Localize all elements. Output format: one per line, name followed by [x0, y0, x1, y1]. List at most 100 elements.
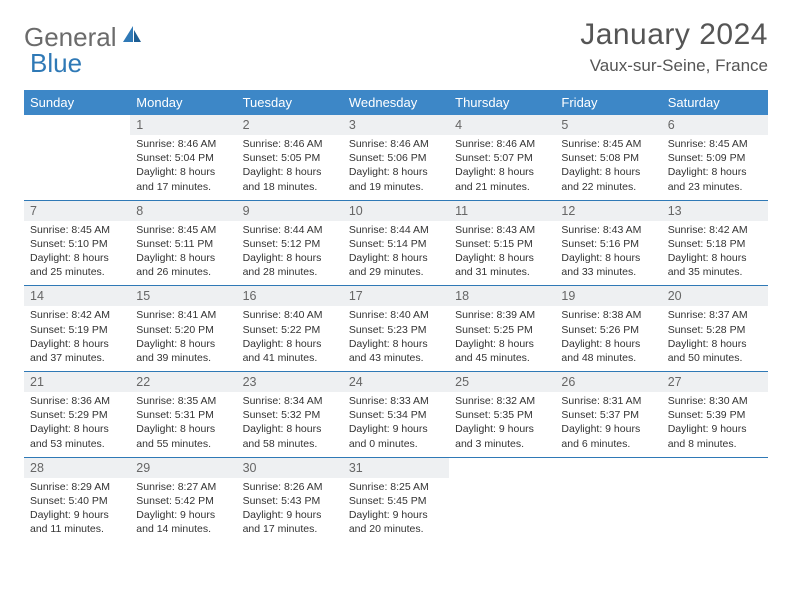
day-number: 9 [237, 201, 343, 221]
calendar-cell: 9Sunrise: 8:44 AMSunset: 5:12 PMDaylight… [237, 200, 343, 286]
weekday-header-row: SundayMondayTuesdayWednesdayThursdayFrid… [24, 90, 768, 115]
day-number: 12 [555, 201, 661, 221]
calendar-cell: 29Sunrise: 8:27 AMSunset: 5:42 PMDayligh… [130, 457, 236, 542]
day-number: 1 [130, 115, 236, 135]
day-content: Sunrise: 8:38 AMSunset: 5:26 PMDaylight:… [555, 306, 661, 371]
day-number: 24 [343, 372, 449, 392]
day-content: Sunrise: 8:40 AMSunset: 5:22 PMDaylight:… [237, 306, 343, 371]
calendar-cell: 27Sunrise: 8:30 AMSunset: 5:39 PMDayligh… [662, 372, 768, 458]
month-title: January 2024 [580, 18, 768, 52]
title-block: January 2024 Vaux-sur-Seine, France [580, 18, 768, 76]
day-content: Sunrise: 8:25 AMSunset: 5:45 PMDaylight:… [343, 478, 449, 543]
day-number: 28 [24, 458, 130, 478]
day-content: Sunrise: 8:46 AMSunset: 5:04 PMDaylight:… [130, 135, 236, 200]
calendar-cell: 21Sunrise: 8:36 AMSunset: 5:29 PMDayligh… [24, 372, 130, 458]
weekday-header: Friday [555, 90, 661, 115]
calendar-cell [555, 457, 661, 542]
calendar-body: 1Sunrise: 8:46 AMSunset: 5:04 PMDaylight… [24, 115, 768, 542]
day-content: Sunrise: 8:42 AMSunset: 5:18 PMDaylight:… [662, 221, 768, 286]
calendar-row: 14Sunrise: 8:42 AMSunset: 5:19 PMDayligh… [24, 286, 768, 372]
calendar-cell: 13Sunrise: 8:42 AMSunset: 5:18 PMDayligh… [662, 200, 768, 286]
day-content: Sunrise: 8:46 AMSunset: 5:07 PMDaylight:… [449, 135, 555, 200]
calendar-cell: 15Sunrise: 8:41 AMSunset: 5:20 PMDayligh… [130, 286, 236, 372]
day-number: 2 [237, 115, 343, 135]
day-number: 11 [449, 201, 555, 221]
calendar-cell: 17Sunrise: 8:40 AMSunset: 5:23 PMDayligh… [343, 286, 449, 372]
day-content: Sunrise: 8:42 AMSunset: 5:19 PMDaylight:… [24, 306, 130, 371]
calendar-cell: 11Sunrise: 8:43 AMSunset: 5:15 PMDayligh… [449, 200, 555, 286]
day-content: Sunrise: 8:34 AMSunset: 5:32 PMDaylight:… [237, 392, 343, 457]
day-content: Sunrise: 8:41 AMSunset: 5:20 PMDaylight:… [130, 306, 236, 371]
calendar-table: SundayMondayTuesdayWednesdayThursdayFrid… [24, 90, 768, 542]
day-number: 14 [24, 286, 130, 306]
day-number: 6 [662, 115, 768, 135]
day-content: Sunrise: 8:43 AMSunset: 5:16 PMDaylight:… [555, 221, 661, 286]
calendar-cell: 18Sunrise: 8:39 AMSunset: 5:25 PMDayligh… [449, 286, 555, 372]
day-content: Sunrise: 8:45 AMSunset: 5:09 PMDaylight:… [662, 135, 768, 200]
weekday-header: Monday [130, 90, 236, 115]
calendar-cell: 23Sunrise: 8:34 AMSunset: 5:32 PMDayligh… [237, 372, 343, 458]
calendar-cell: 19Sunrise: 8:38 AMSunset: 5:26 PMDayligh… [555, 286, 661, 372]
day-number: 16 [237, 286, 343, 306]
day-number: 30 [237, 458, 343, 478]
location: Vaux-sur-Seine, France [580, 56, 768, 76]
day-content: Sunrise: 8:30 AMSunset: 5:39 PMDaylight:… [662, 392, 768, 457]
calendar-row: 28Sunrise: 8:29 AMSunset: 5:40 PMDayligh… [24, 457, 768, 542]
day-number: 19 [555, 286, 661, 306]
day-content: Sunrise: 8:36 AMSunset: 5:29 PMDaylight:… [24, 392, 130, 457]
day-number: 8 [130, 201, 236, 221]
calendar-cell: 26Sunrise: 8:31 AMSunset: 5:37 PMDayligh… [555, 372, 661, 458]
weekday-header: Tuesday [237, 90, 343, 115]
calendar-cell: 2Sunrise: 8:46 AMSunset: 5:05 PMDaylight… [237, 115, 343, 200]
day-content: Sunrise: 8:45 AMSunset: 5:11 PMDaylight:… [130, 221, 236, 286]
calendar-cell: 1Sunrise: 8:46 AMSunset: 5:04 PMDaylight… [130, 115, 236, 200]
day-number: 27 [662, 372, 768, 392]
day-number: 3 [343, 115, 449, 135]
day-content: Sunrise: 8:46 AMSunset: 5:06 PMDaylight:… [343, 135, 449, 200]
day-number: 7 [24, 201, 130, 221]
day-content: Sunrise: 8:44 AMSunset: 5:12 PMDaylight:… [237, 221, 343, 286]
day-content: Sunrise: 8:32 AMSunset: 5:35 PMDaylight:… [449, 392, 555, 457]
calendar-cell: 6Sunrise: 8:45 AMSunset: 5:09 PMDaylight… [662, 115, 768, 200]
calendar-row: 1Sunrise: 8:46 AMSunset: 5:04 PMDaylight… [24, 115, 768, 200]
calendar-row: 21Sunrise: 8:36 AMSunset: 5:29 PMDayligh… [24, 372, 768, 458]
day-number: 20 [662, 286, 768, 306]
weekday-header: Sunday [24, 90, 130, 115]
calendar-cell: 24Sunrise: 8:33 AMSunset: 5:34 PMDayligh… [343, 372, 449, 458]
weekday-header: Wednesday [343, 90, 449, 115]
day-content: Sunrise: 8:44 AMSunset: 5:14 PMDaylight:… [343, 221, 449, 286]
calendar-cell: 7Sunrise: 8:45 AMSunset: 5:10 PMDaylight… [24, 200, 130, 286]
calendar-cell: 10Sunrise: 8:44 AMSunset: 5:14 PMDayligh… [343, 200, 449, 286]
weekday-header: Saturday [662, 90, 768, 115]
logo-text-blue-wrap: Blue [30, 48, 82, 79]
calendar-cell: 12Sunrise: 8:43 AMSunset: 5:16 PMDayligh… [555, 200, 661, 286]
calendar-cell: 3Sunrise: 8:46 AMSunset: 5:06 PMDaylight… [343, 115, 449, 200]
day-number: 15 [130, 286, 236, 306]
calendar-cell: 22Sunrise: 8:35 AMSunset: 5:31 PMDayligh… [130, 372, 236, 458]
day-number: 31 [343, 458, 449, 478]
day-number: 29 [130, 458, 236, 478]
calendar-cell: 8Sunrise: 8:45 AMSunset: 5:11 PMDaylight… [130, 200, 236, 286]
calendar-cell: 28Sunrise: 8:29 AMSunset: 5:40 PMDayligh… [24, 457, 130, 542]
day-content: Sunrise: 8:31 AMSunset: 5:37 PMDaylight:… [555, 392, 661, 457]
calendar-cell: 30Sunrise: 8:26 AMSunset: 5:43 PMDayligh… [237, 457, 343, 542]
calendar-cell: 4Sunrise: 8:46 AMSunset: 5:07 PMDaylight… [449, 115, 555, 200]
logo-sail-icon [121, 24, 143, 51]
day-content: Sunrise: 8:40 AMSunset: 5:23 PMDaylight:… [343, 306, 449, 371]
day-number: 17 [343, 286, 449, 306]
calendar-cell: 31Sunrise: 8:25 AMSunset: 5:45 PMDayligh… [343, 457, 449, 542]
day-content: Sunrise: 8:33 AMSunset: 5:34 PMDaylight:… [343, 392, 449, 457]
calendar-cell: 20Sunrise: 8:37 AMSunset: 5:28 PMDayligh… [662, 286, 768, 372]
weekday-header: Thursday [449, 90, 555, 115]
day-content: Sunrise: 8:45 AMSunset: 5:08 PMDaylight:… [555, 135, 661, 200]
day-content: Sunrise: 8:39 AMSunset: 5:25 PMDaylight:… [449, 306, 555, 371]
day-number: 23 [237, 372, 343, 392]
day-number: 4 [449, 115, 555, 135]
calendar-row: 7Sunrise: 8:45 AMSunset: 5:10 PMDaylight… [24, 200, 768, 286]
day-content: Sunrise: 8:29 AMSunset: 5:40 PMDaylight:… [24, 478, 130, 543]
logo-text-blue: Blue [30, 48, 82, 78]
day-number: 25 [449, 372, 555, 392]
day-number: 21 [24, 372, 130, 392]
day-content: Sunrise: 8:43 AMSunset: 5:15 PMDaylight:… [449, 221, 555, 286]
calendar-cell: 5Sunrise: 8:45 AMSunset: 5:08 PMDaylight… [555, 115, 661, 200]
